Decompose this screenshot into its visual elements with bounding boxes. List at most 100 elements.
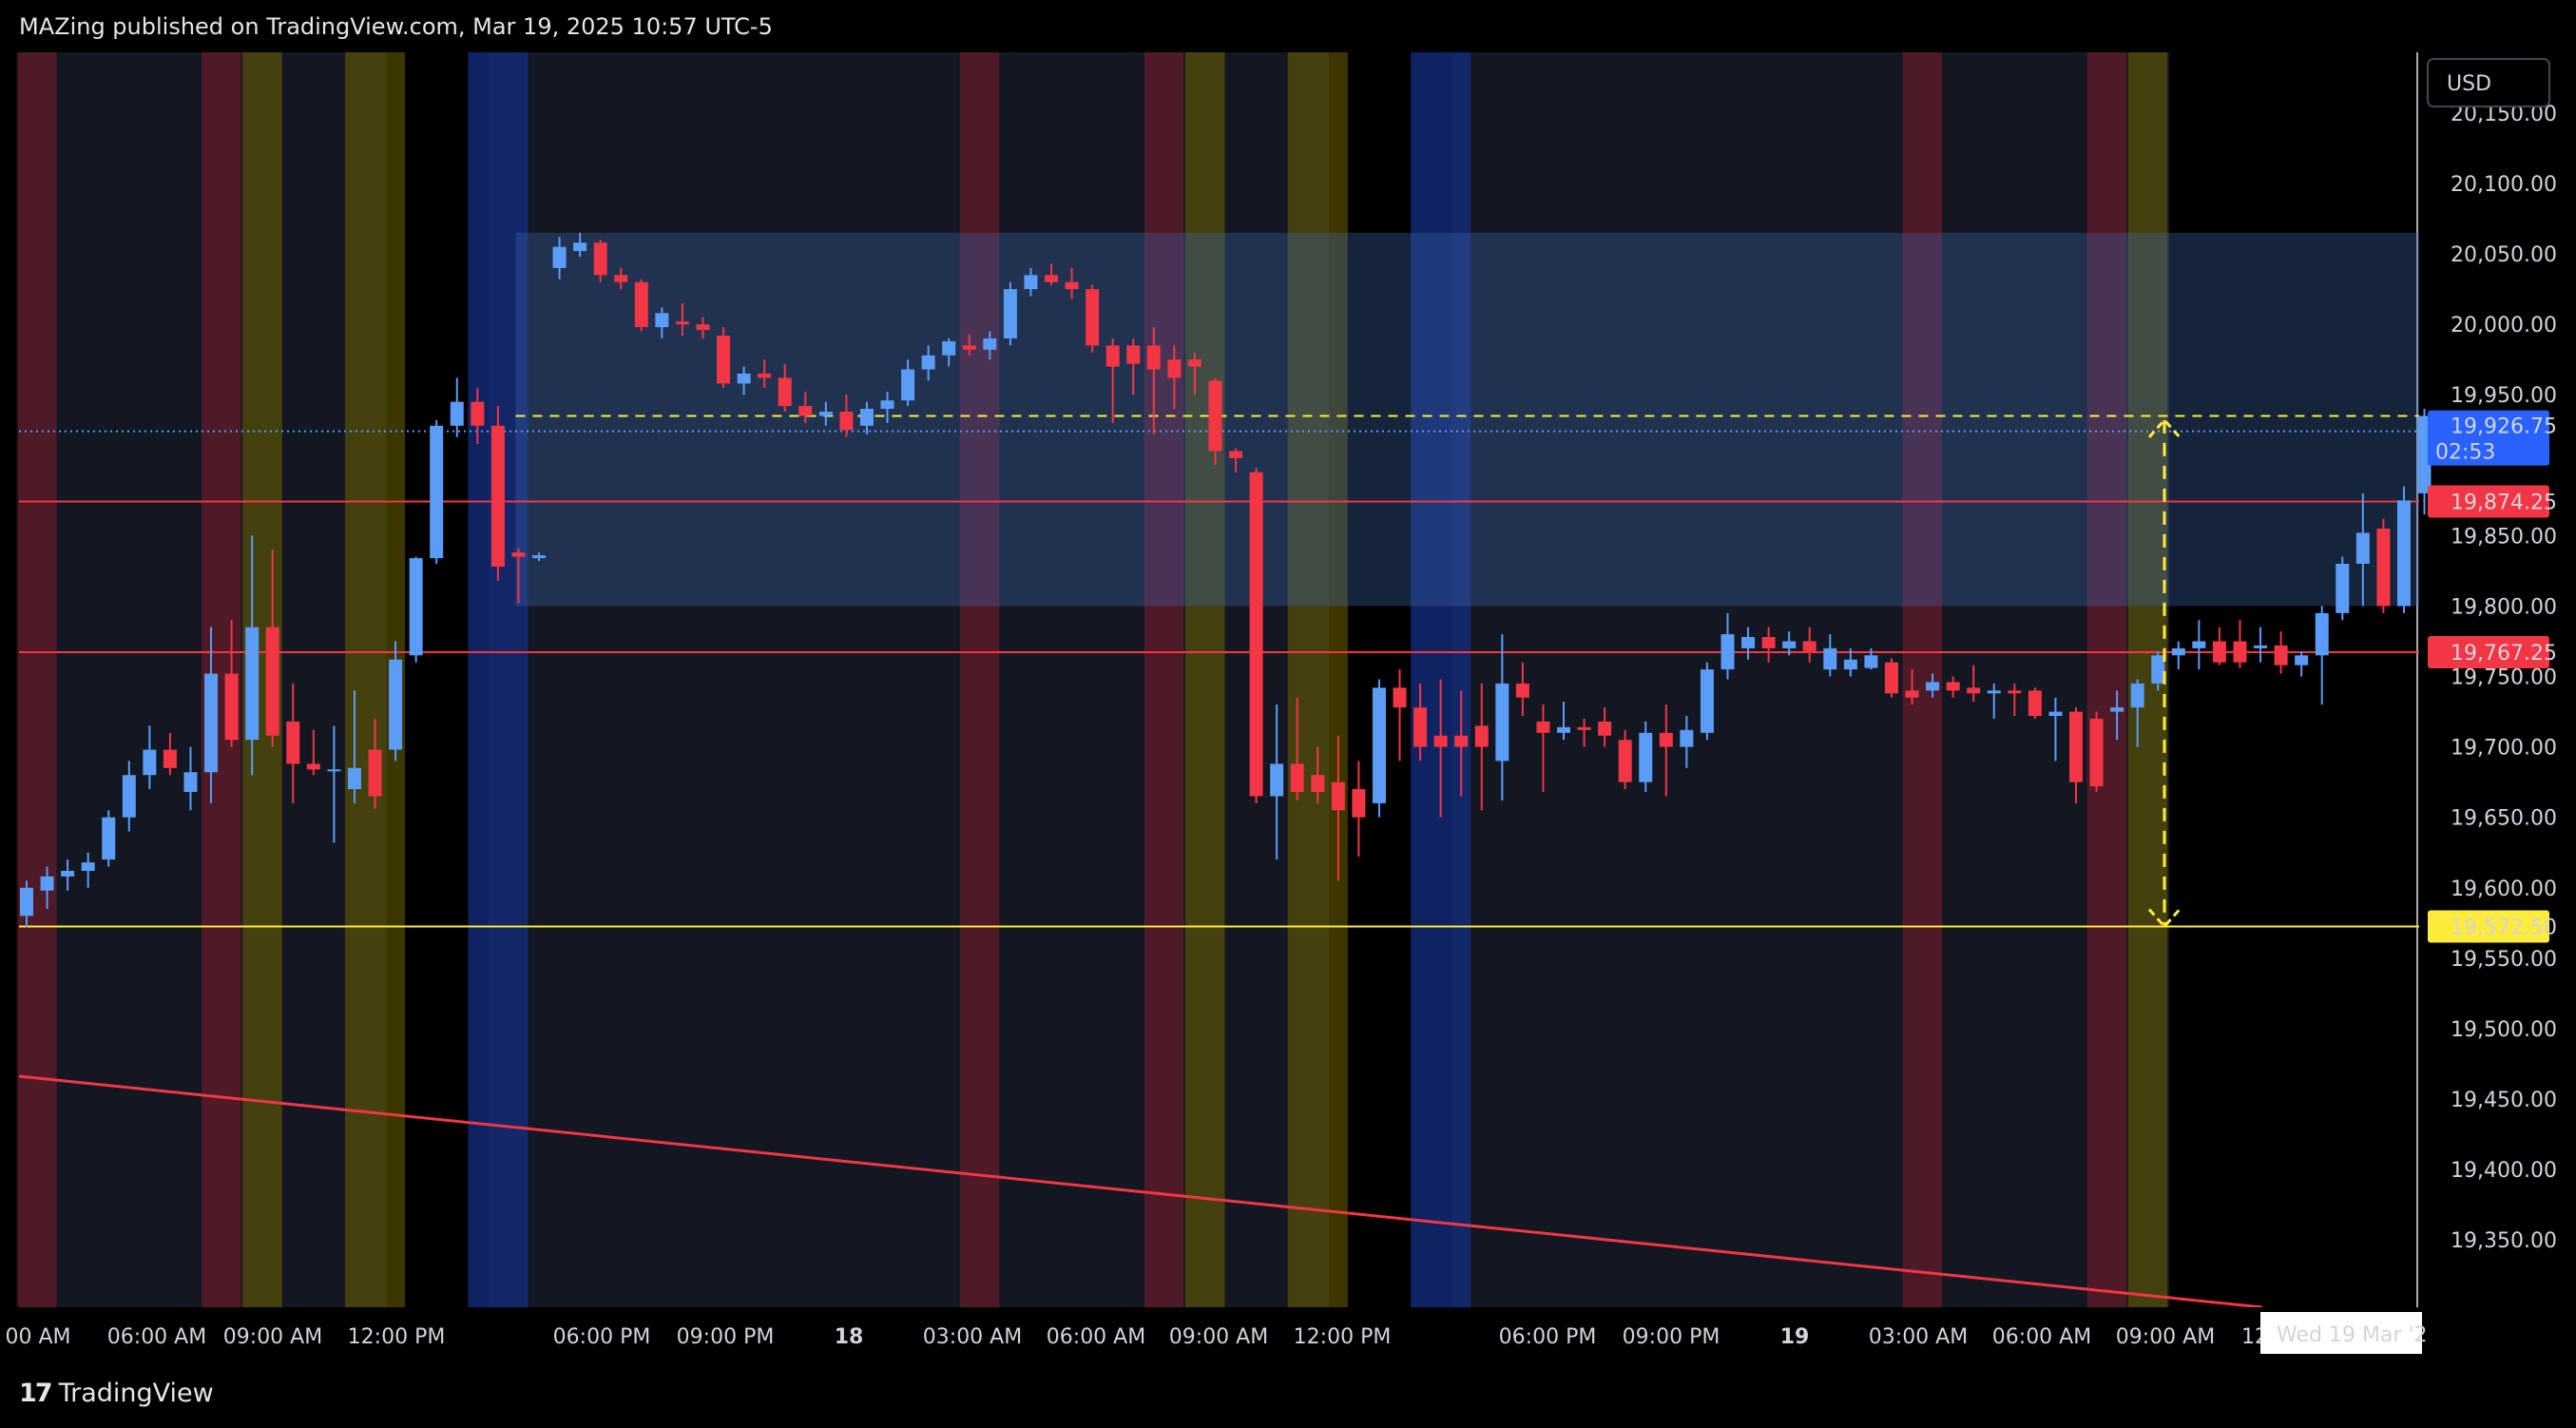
time-axis[interactable]: 00 AM 06:00 AM 09:00 AM 12:00 PM 06:00 PM 09:… — [0, 1307, 2428, 1360]
time-tick-label: 06:00 AM — [107, 1325, 206, 1349]
candle-body — [552, 246, 567, 268]
price-tick-label: 19,350.00 — [2451, 1229, 2557, 1253]
candle-body — [1454, 735, 1469, 747]
candle-body — [471, 401, 485, 426]
candle-body — [1270, 763, 1284, 797]
level-badge-label: 19,572.50 — [2451, 916, 2557, 939]
candle-body — [40, 876, 54, 891]
candle-body — [2048, 711, 2063, 717]
candle-body — [2396, 500, 2411, 607]
price-tick-label: 19,600.00 — [2451, 878, 2557, 901]
candle-body — [1229, 451, 1243, 458]
candle-body — [389, 659, 403, 750]
level-badge-label: 19,874.25 — [2451, 491, 2557, 514]
candle-body — [758, 374, 772, 378]
price-tick-label: 19,450.00 — [2451, 1089, 2557, 1112]
candle-body — [1105, 345, 1120, 367]
time-tick-label: 09:00 AM — [2116, 1325, 2215, 1349]
candle-body — [1802, 641, 1817, 651]
candle-body — [880, 400, 894, 410]
candle-body — [1721, 634, 1735, 670]
time-tick-label: 06:00 PM — [553, 1325, 651, 1349]
candle-body — [859, 409, 874, 426]
price-tick-label: 20,000.00 — [2451, 314, 2557, 338]
level-badge — [2428, 910, 2549, 943]
candle-body — [2315, 612, 2329, 656]
candle-body — [1823, 647, 1837, 670]
candle-body — [901, 369, 915, 401]
candle-body — [983, 338, 997, 350]
candle-body — [2212, 641, 2226, 663]
time-tick-label: 09:00 AM — [1169, 1325, 1268, 1349]
session-red — [1902, 52, 1943, 1307]
publisher-caption: MAZing published on TradingView.com, Mar… — [19, 13, 773, 40]
candle-body — [1045, 275, 1058, 282]
candle-body — [1782, 641, 1797, 648]
candle-body — [122, 775, 136, 818]
price-tick-label: 19,700.00 — [2451, 737, 2557, 761]
candle-body — [2151, 655, 2165, 684]
tradingview-logo-text: TradingView — [58, 1379, 214, 1408]
candle-body — [1639, 732, 1653, 782]
candle-body — [1065, 281, 1079, 290]
candle-body — [818, 412, 833, 416]
price-axis[interactable]: 20,150.0020,100.0020,050.0020,000.0019,9… — [2427, 58, 2557, 1253]
candle-body — [1433, 735, 1448, 747]
candle-body — [2274, 645, 2288, 666]
candle-body — [163, 749, 177, 768]
candle-body — [675, 321, 689, 325]
session-yellow — [1287, 52, 1348, 1307]
candle-body — [265, 627, 279, 736]
candle-body — [614, 275, 628, 282]
candle-body — [1187, 359, 1201, 367]
candle-body — [696, 324, 710, 331]
candle-body — [2254, 645, 2268, 648]
candle-body — [1557, 726, 1570, 733]
candle-body — [490, 425, 505, 567]
trendline — [18, 1074, 2263, 1309]
candle-body — [1146, 345, 1161, 370]
candle-body — [573, 242, 587, 252]
candle-body — [1700, 669, 1714, 733]
candle-body — [204, 673, 219, 773]
tradingview-logo[interactable]: 17 TradingView — [19, 1379, 214, 1408]
candle-body — [655, 313, 669, 328]
time-axis-bg — [0, 1307, 2418, 1360]
time-tick-label: 03:00 AM — [1869, 1325, 1968, 1349]
candle-body — [81, 862, 95, 871]
time-tick-label: 06:00 AM — [1047, 1325, 1145, 1349]
candle-body — [306, 763, 320, 770]
time-tick-label: 18 — [835, 1325, 864, 1349]
time-cursor-badge — [2260, 1312, 2422, 1354]
candle-body — [1311, 775, 1325, 793]
level-badge-label: 19,767.25 — [2451, 642, 2557, 666]
price-tick-label: 19,400.00 — [2451, 1159, 2557, 1183]
candle-body — [1577, 726, 1591, 730]
candle-body — [1946, 682, 1960, 691]
time-tick-label: 03:00 AM — [923, 1325, 1022, 1349]
candle-body — [1843, 659, 1857, 670]
candle-body — [2233, 641, 2247, 663]
tradingview-logo-icon: 17 — [19, 1379, 53, 1408]
descending-trendline — [18, 1074, 2263, 1309]
session-red — [959, 52, 1000, 1307]
candle-body — [327, 769, 341, 772]
time-tick-label: 12:00 PM — [348, 1325, 446, 1349]
price-tick-label: 19,800.00 — [2451, 595, 2557, 619]
candle-body — [2028, 690, 2042, 717]
current-price-value: 19,926.75 — [2451, 415, 2557, 439]
candle-body — [717, 336, 731, 384]
candle-body — [2171, 647, 2185, 656]
current-price-badge — [2428, 410, 2549, 466]
candle-body — [1536, 721, 1550, 733]
candle-body — [61, 870, 75, 877]
candle-body — [778, 377, 792, 407]
candle-body — [1618, 740, 1632, 782]
candle-body — [1352, 789, 1366, 818]
candle-body — [1249, 472, 1263, 797]
candle-body — [20, 887, 33, 917]
time-tick-label: 06:00 AM — [1992, 1325, 2091, 1349]
candle-body — [2089, 718, 2104, 787]
candle-body — [511, 552, 526, 557]
